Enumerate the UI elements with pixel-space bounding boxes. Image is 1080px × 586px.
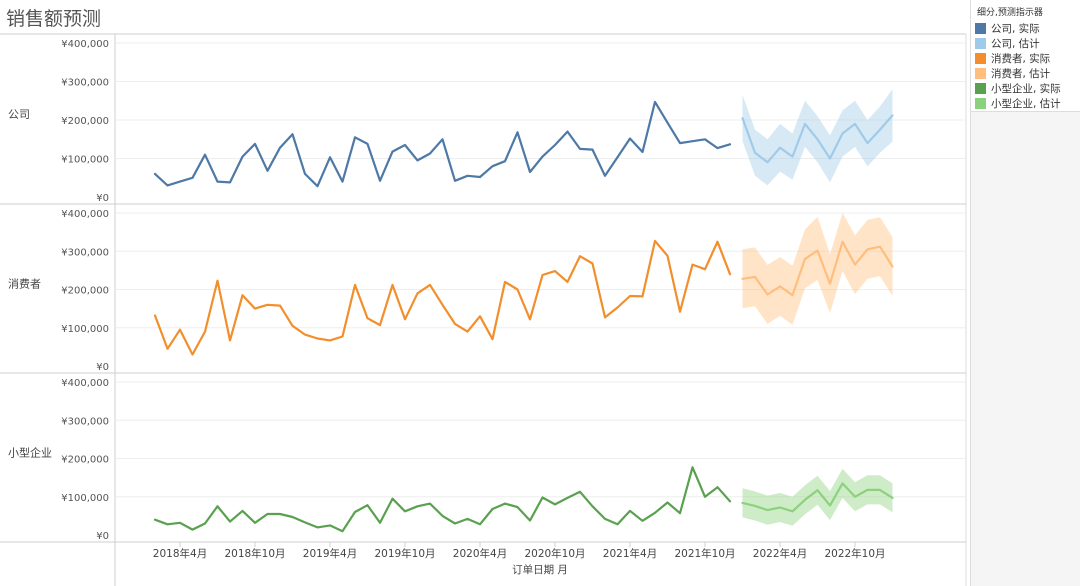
y-tick-label: ¥0 — [96, 531, 109, 542]
legend-title: 细分,预测指示器 — [977, 8, 1043, 18]
x-tick-label: 2020年10月 — [524, 547, 585, 560]
estimate-band — [742, 89, 893, 186]
legend-label: 小型企业, 估计 — [991, 98, 1061, 110]
legend-swatch — [975, 53, 986, 64]
x-tick-label: 2021年10月 — [674, 547, 735, 560]
legend-swatch — [975, 38, 986, 49]
legend: 细分,预测指示器 公司, 实际 公司, 估计 消费者, 实际 消费者, 估计 小… — [970, 0, 1080, 586]
panel-label: 公司 — [8, 108, 30, 121]
estimate-series-line — [741, 240, 894, 297]
estimate-band — [742, 468, 893, 526]
forecast-chart: ¥0 ¥100,000 ¥200,000 ¥300,000 ¥400,000 公司 ¥0 ¥1… — [0, 33, 967, 586]
legend-item-consumer-actual[interactable]: 消费者, 实际 — [971, 51, 1080, 66]
y-tick-label: ¥100,000 — [61, 324, 109, 335]
actual-series-line — [153, 466, 732, 533]
legend-label: 消费者, 实际 — [991, 53, 1051, 65]
legend-panel: 细分,预测指示器 公司, 实际 公司, 估计 消费者, 实际 消费者, 估计 小… — [971, 0, 1080, 112]
y-tick-label: ¥100,000 — [61, 493, 109, 504]
legend-swatch — [975, 98, 986, 109]
legend-item-company-estimate[interactable]: 公司, 估计 — [971, 36, 1080, 51]
x-tick-label: 2020年4月 — [453, 547, 507, 560]
x-tick-label: 2018年4月 — [153, 547, 207, 560]
actual-series-line — [153, 239, 732, 356]
legend-item-smallbiz-estimate[interactable]: 小型企业, 估计 — [971, 96, 1080, 111]
y-tick-label: ¥400,000 — [61, 209, 109, 220]
page-title: 销售额预测 — [6, 8, 102, 30]
y-tick-label: ¥100,000 — [61, 155, 109, 166]
estimate-series-line — [741, 114, 894, 164]
panel-label: 小型企业 — [8, 446, 52, 460]
y-tick-label: ¥0 — [96, 193, 109, 204]
legend-label: 消费者, 估计 — [991, 68, 1051, 80]
y-tick-label: ¥300,000 — [61, 416, 109, 427]
panel-label: 消费者 — [8, 277, 41, 291]
legend-label: 公司, 估计 — [991, 38, 1040, 50]
y-tick-label: ¥400,000 — [61, 39, 109, 50]
x-tick-label: 2019年10月 — [374, 547, 435, 560]
legend-swatch — [975, 23, 986, 34]
legend-swatch — [975, 68, 986, 79]
x-tick-label: 2022年10月 — [824, 547, 885, 560]
legend-swatch — [975, 83, 986, 94]
legend-item-consumer-estimate[interactable]: 消费者, 估计 — [971, 66, 1080, 81]
legend-item-company-actual[interactable]: 公司, 实际 — [971, 21, 1080, 36]
x-axis-title: 订单日期 月 — [512, 564, 568, 576]
estimate-series-line — [741, 482, 894, 513]
y-tick-label: ¥0 — [96, 362, 109, 373]
x-tick-label: 2019年4月 — [303, 547, 357, 560]
actual-series-line — [153, 100, 732, 188]
y-tick-label: ¥200,000 — [61, 116, 109, 127]
legend-label: 小型企业, 实际 — [991, 83, 1061, 95]
y-tick-label: ¥300,000 — [61, 78, 109, 89]
x-tick-label: 2021年4月 — [603, 547, 657, 560]
y-tick-label: ¥200,000 — [61, 286, 109, 297]
estimate-band — [742, 213, 893, 325]
x-tick-label: 2018年10月 — [224, 547, 285, 560]
y-tick-label: ¥300,000 — [61, 247, 109, 258]
x-tick-label: 2022年4月 — [753, 547, 807, 560]
legend-label: 公司, 实际 — [991, 23, 1040, 35]
legend-item-smallbiz-actual[interactable]: 小型企业, 实际 — [971, 81, 1080, 96]
y-tick-label: ¥200,000 — [61, 455, 109, 466]
y-tick-label: ¥400,000 — [61, 378, 109, 389]
